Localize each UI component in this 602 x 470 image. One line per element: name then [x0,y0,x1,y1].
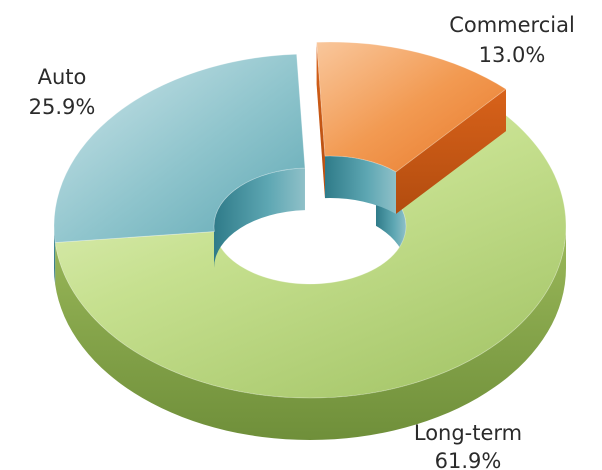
slice-label-commercial: Commercial [449,13,575,37]
slice-side-long-term [55,226,566,440]
slice-side-auto [54,226,56,285]
slice-value-long-term: 61.9% [435,449,502,470]
slice-inner-wall-commercial [324,156,396,214]
slice-top-auto [53,53,306,243]
slice-end-face-commercial [395,89,506,214]
slice-value-auto: 25.9% [29,95,96,119]
slice-auto [53,53,306,285]
slice-label-auto: Auto [38,65,87,89]
slice-inner-wall-auto [214,168,305,268]
slice-value-commercial: 13.0% [479,43,546,67]
slice-commercial [316,41,507,214]
slice-label-long-term: Long-term [414,421,522,445]
slice-top-commercial [316,41,507,173]
slice-end-face-commercial [316,42,325,199]
